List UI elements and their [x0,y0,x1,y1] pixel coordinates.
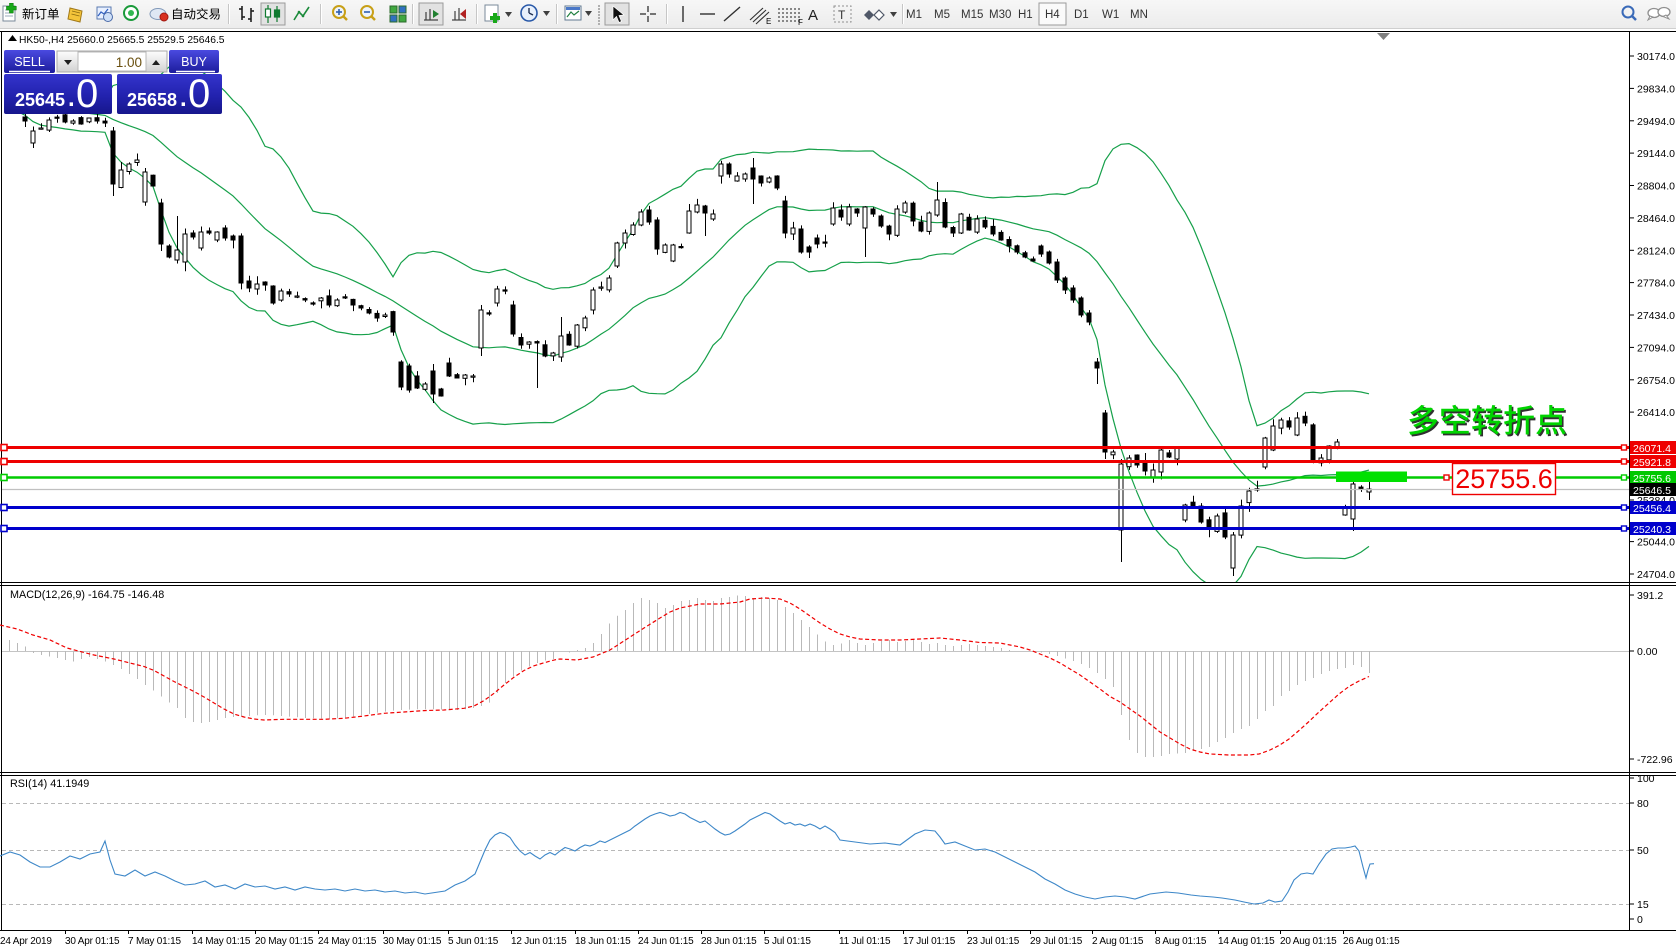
svg-text:20 May 01:15: 20 May 01:15 [255,936,314,947]
svg-text:26 Aug 01:15: 26 Aug 01:15 [1343,936,1400,947]
svg-text:0: 0 [76,72,98,116]
svg-text:.: . [180,85,187,112]
svg-text:25755.6: 25755.6 [1455,464,1553,494]
svg-text:2 Aug 01:15: 2 Aug 01:15 [1092,936,1144,947]
svg-text:27094.0: 27094.0 [1637,342,1675,354]
svg-text:27434.0: 27434.0 [1637,310,1675,322]
svg-text:25921.8: 25921.8 [1633,457,1671,469]
svg-text:27784.0: 27784.0 [1637,278,1675,290]
svg-text:30 May 01:15: 30 May 01:15 [383,936,442,947]
svg-text:25240.3: 25240.3 [1633,524,1671,536]
svg-text:28 Jun 01:15: 28 Jun 01:15 [701,936,757,947]
svg-text:0.00: 0.00 [1637,646,1658,658]
svg-text:26071.4: 26071.4 [1633,443,1671,455]
svg-text:14 May 01:15: 14 May 01:15 [192,936,251,947]
svg-text:30174.0: 30174.0 [1637,51,1675,63]
svg-text:25645: 25645 [15,90,65,110]
svg-text:24 May 01:15: 24 May 01:15 [318,936,377,947]
svg-text:26754.0: 26754.0 [1637,375,1675,387]
svg-text:E: E [766,17,771,26]
svg-text:M15: M15 [961,9,983,21]
svg-text:RSI(14) 41.1949: RSI(14) 41.1949 [10,778,89,790]
svg-text:12 Jun 01:15: 12 Jun 01:15 [511,936,567,947]
svg-text:25044.0: 25044.0 [1637,537,1675,549]
svg-text:D1: D1 [1074,9,1089,21]
svg-text:M30: M30 [989,9,1011,21]
svg-text:29834.0: 29834.0 [1637,83,1675,95]
svg-text:11 Jul 01:15: 11 Jul 01:15 [839,936,891,947]
svg-text:-722.96: -722.96 [1637,754,1673,766]
svg-text:24 Apr 2019: 24 Apr 2019 [0,936,52,947]
svg-text:14 Aug 01:15: 14 Aug 01:15 [1218,936,1275,947]
svg-text:7 May 01:15: 7 May 01:15 [128,936,181,947]
svg-text:H1: H1 [1018,9,1033,21]
svg-text:F: F [798,18,803,27]
svg-text:29 Jul 01:15: 29 Jul 01:15 [1030,936,1083,947]
svg-text:25646.5: 25646.5 [1633,485,1671,497]
svg-text:T: T [838,8,846,22]
svg-text:0: 0 [1637,914,1643,926]
svg-text:50: 50 [1637,845,1649,857]
svg-text:30 Apr 01:15: 30 Apr 01:15 [65,936,120,947]
svg-text:24704.0: 24704.0 [1637,569,1675,581]
svg-text:100: 100 [1637,773,1655,785]
svg-text:8 Aug 01:15: 8 Aug 01:15 [1155,936,1207,947]
svg-text:SELL: SELL [14,55,45,69]
svg-text:26414.0: 26414.0 [1637,407,1675,419]
svg-text:5 Jun 01:15: 5 Jun 01:15 [448,936,499,947]
svg-text:20 Aug 01:15: 20 Aug 01:15 [1280,936,1337,947]
svg-text:H4: H4 [1045,9,1060,21]
svg-text:28124.0: 28124.0 [1637,245,1675,257]
svg-text:15: 15 [1637,899,1649,911]
svg-text:24 Jun 01:15: 24 Jun 01:15 [638,936,694,947]
svg-text:80: 80 [1637,798,1649,810]
svg-text:MACD(12,26,9) -164.75 -146.48: MACD(12,26,9) -164.75 -146.48 [10,589,164,601]
svg-text:.: . [68,85,75,112]
svg-text:A: A [808,7,818,24]
svg-text:HK50-,H4 25660.0 25665.5 25529: HK50-,H4 25660.0 25665.5 25529.5 25646.5 [19,35,225,46]
svg-text:25456.4: 25456.4 [1633,503,1671,515]
svg-text:17 Jul 01:15: 17 Jul 01:15 [903,936,956,947]
svg-text:1.00: 1.00 [116,55,142,70]
svg-text:28464.0: 28464.0 [1637,213,1675,225]
svg-text:M5: M5 [934,9,950,21]
svg-text:M1: M1 [906,9,922,21]
svg-text:W1: W1 [1102,9,1119,21]
svg-text:25755.6: 25755.6 [1633,473,1671,485]
svg-text:28804.0: 28804.0 [1637,181,1675,193]
svg-text:18 Jun 01:15: 18 Jun 01:15 [575,936,631,947]
svg-text:5 Jul 01:15: 5 Jul 01:15 [764,936,811,947]
svg-text:BUY: BUY [181,55,207,69]
svg-text:29144.0: 29144.0 [1637,148,1675,160]
svg-text:391.2: 391.2 [1637,590,1663,602]
svg-text:23 Jul 01:15: 23 Jul 01:15 [967,936,1020,947]
svg-text:0: 0 [188,72,210,116]
svg-text:29494.0: 29494.0 [1637,116,1675,128]
svg-text:MN: MN [1130,9,1148,21]
svg-text:25658: 25658 [127,90,177,110]
